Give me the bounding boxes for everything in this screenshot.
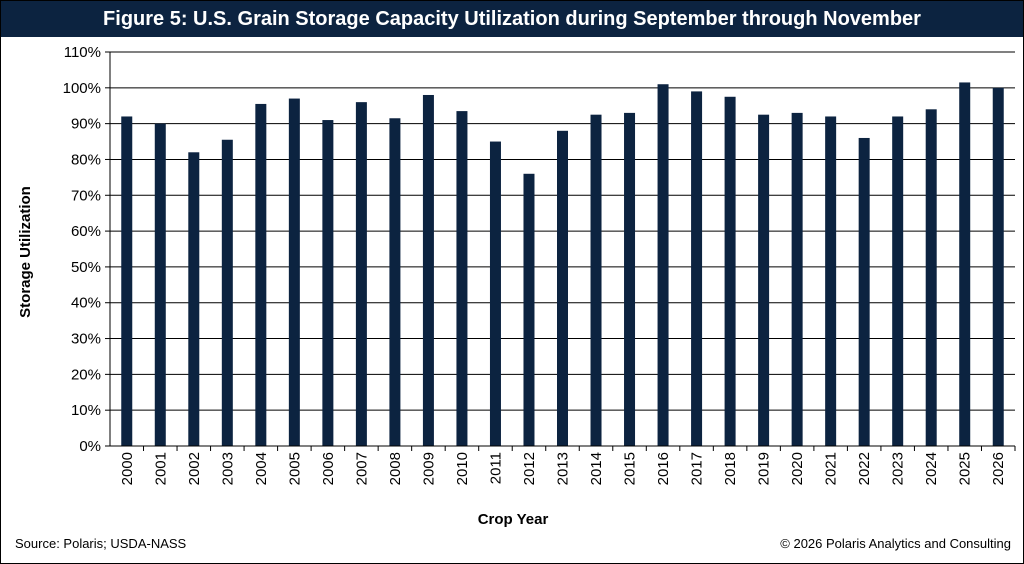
x-tick-label: 2024: [923, 452, 940, 485]
bar-2016: [657, 84, 669, 447]
bar-2005: [288, 98, 300, 447]
bar-2007: [355, 102, 367, 447]
axes: [105, 51, 1016, 451]
x-tick-label: 2005: [286, 452, 303, 485]
bar-2018: [724, 96, 736, 446]
bar-2001: [154, 123, 166, 447]
x-tick-label: 2013: [555, 452, 572, 485]
x-tick-label: 2008: [387, 452, 404, 485]
bar-2010: [456, 111, 468, 446]
x-tick-label: 2021: [823, 452, 840, 485]
y-tick-label: 60%: [71, 223, 101, 240]
y-tick-label: 20%: [71, 366, 101, 383]
x-tick-label: 2006: [320, 452, 337, 485]
bar-2006: [322, 120, 334, 447]
y-tick-label: 70%: [71, 187, 101, 204]
footer-copyright: © 2026 Polaris Analytics and Consulting: [780, 536, 1011, 551]
x-tick-label: 2012: [521, 452, 538, 485]
y-tick-label: 10%: [71, 402, 101, 419]
x-tick-label: 2003: [219, 452, 236, 485]
bar-2015: [624, 112, 636, 447]
bar-2017: [691, 91, 703, 447]
x-tick-label: 2011: [487, 452, 504, 484]
y-tick-label: 0%: [79, 438, 101, 455]
x-tick-label: 2000: [119, 452, 136, 485]
x-tick-label: 2004: [253, 452, 270, 485]
y-tick-label: 50%: [71, 259, 101, 276]
y-tick-label: 30%: [71, 331, 101, 348]
x-tick-label: 2010: [454, 452, 471, 485]
bar-2012: [523, 173, 535, 447]
x-tick-label: 2017: [689, 452, 706, 485]
x-tick-labels: 2000 2001 2002 2003 2004 2005 2006 2007 2008 2009…: [119, 452, 1007, 485]
x-tick-label: 2014: [588, 452, 605, 485]
x-tick-label: 2025: [957, 452, 974, 485]
y-tick-label: 110%: [64, 44, 101, 61]
bar-2026: [992, 87, 1004, 447]
bar-2009: [422, 94, 434, 447]
x-tick-label: 2023: [890, 452, 907, 485]
bar-2023: [892, 116, 904, 447]
bar-2013: [557, 130, 568, 447]
bar-2025: [959, 82, 971, 446]
x-tick-label: 2020: [789, 452, 806, 485]
bar-2004: [255, 103, 267, 446]
x-tick-label: 2016: [655, 452, 672, 485]
y-tick-label: 80%: [71, 151, 101, 168]
bar-2019: [758, 114, 770, 446]
y-tick-label: 100%: [63, 80, 101, 97]
bar-2000: [121, 116, 133, 447]
x-tick-label: 2019: [756, 452, 773, 485]
bar-2021: [825, 116, 837, 447]
bar-2011: [489, 141, 501, 446]
y-axis-title: Storage Utilization: [17, 186, 34, 318]
y-tick-label: 90%: [71, 116, 101, 133]
x-tick-label: 2022: [856, 452, 873, 485]
x-tick-label: 2018: [722, 452, 739, 485]
bar-2008: [389, 118, 401, 446]
y-tick-label: 40%: [71, 295, 101, 312]
x-tick-label: 2001: [152, 452, 169, 485]
bar-2002: [188, 152, 200, 447]
bar-2020: [791, 112, 803, 447]
footer-source: Source: Polaris; USDA-NASS: [15, 536, 187, 551]
x-tick-label: 2015: [622, 452, 639, 485]
chart-title: Figure 5: U.S. Grain Storage Capacity Ut…: [1, 1, 1023, 37]
x-tick-label: 2026: [990, 452, 1007, 485]
x-tick-label: 2002: [186, 452, 203, 485]
x-tick-label: 2009: [420, 452, 437, 485]
y-tick-labels: 0% 10% 20% 30% 40% 50% 60% 70% 80% 90% 100% 110%: [63, 44, 101, 455]
bar-2014: [590, 114, 602, 446]
bar-2022: [858, 137, 870, 447]
bar-2003: [221, 139, 233, 446]
x-tick-label: 2007: [353, 452, 370, 485]
bar-2024: [925, 109, 937, 447]
bars: [121, 82, 1004, 447]
x-axis-title: Crop Year: [478, 511, 549, 528]
